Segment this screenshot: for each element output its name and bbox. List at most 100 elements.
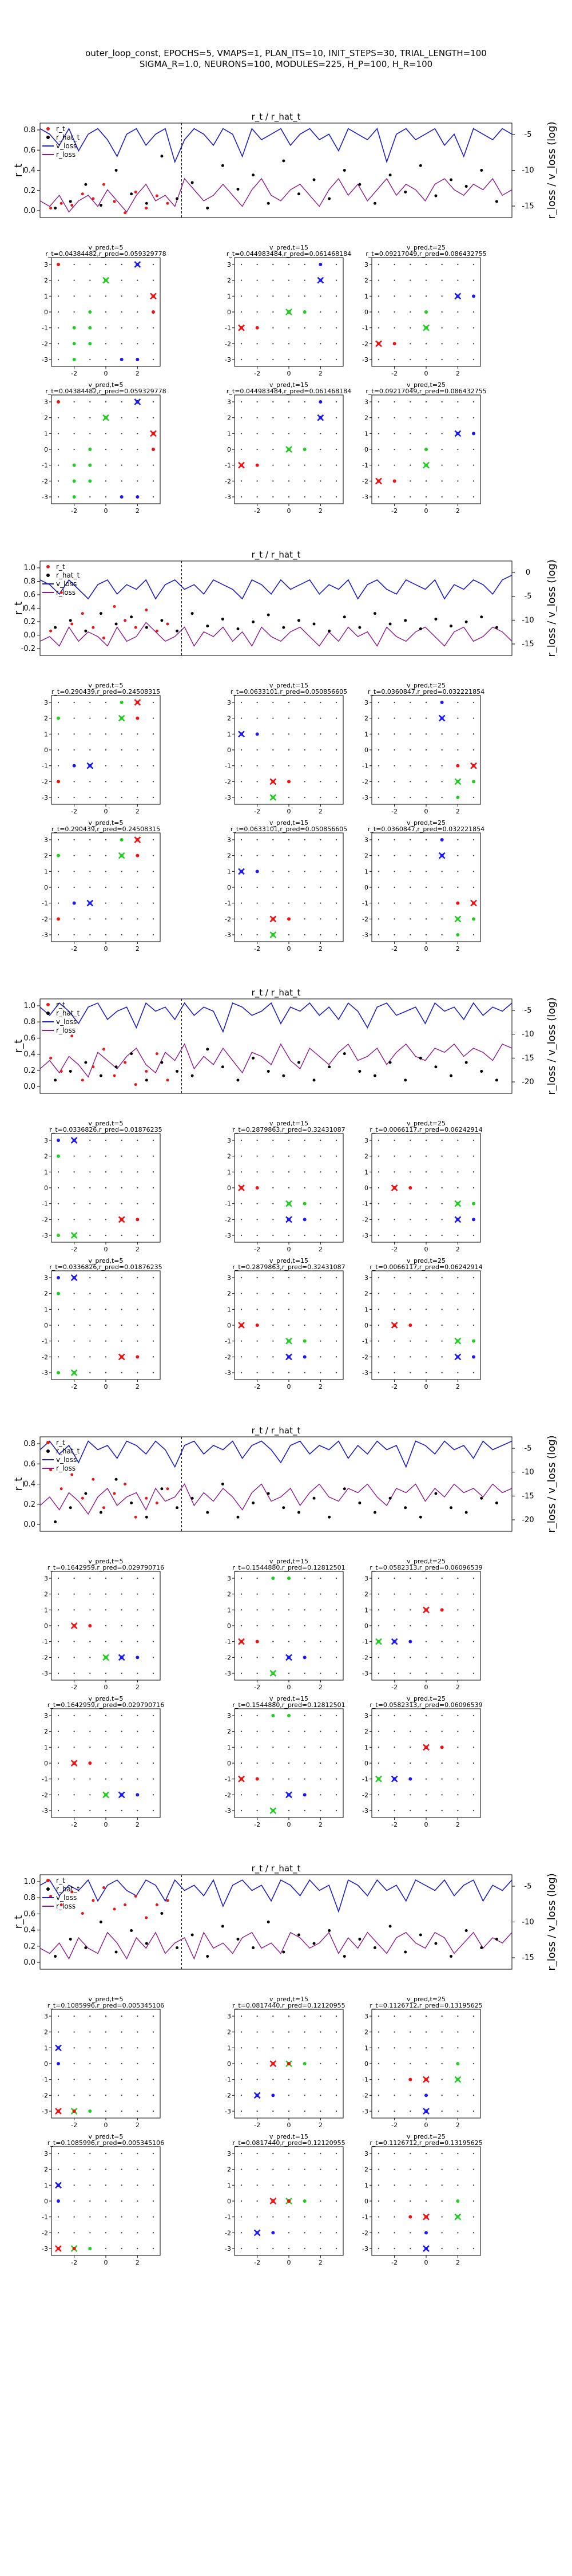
green-point <box>88 342 92 346</box>
legend-entry: v_loss <box>56 1018 77 1026</box>
grid-dot <box>105 1171 107 1173</box>
grid-dot <box>304 263 305 266</box>
grid-y-tick-label: -3 <box>225 794 231 801</box>
grid-y-tick-label: 2 <box>44 715 48 722</box>
grid-y-tick-label: 1 <box>44 868 48 875</box>
grid-dot <box>410 327 411 329</box>
grid-dot <box>410 417 411 418</box>
blue-point <box>440 838 444 841</box>
grid-dot <box>256 480 258 482</box>
grid-dot <box>288 871 290 872</box>
r-hat-point <box>267 1492 270 1495</box>
grid-y-tick-label: -1 <box>362 1638 368 1646</box>
blue-x-marker <box>238 868 245 875</box>
grid-x-tick-label: 2 <box>456 1821 460 1828</box>
grid-dot <box>378 2031 380 2033</box>
grid-label: v_pred,t=15 <box>269 381 308 389</box>
grid-dot <box>378 1714 380 1717</box>
grid-dot <box>410 886 411 888</box>
grid-dot <box>335 1356 337 1358</box>
grid-dot <box>121 2216 122 2218</box>
grid-dot <box>410 701 411 704</box>
grid-x-tick-label: 2 <box>456 1383 460 1390</box>
grid-dot <box>89 733 91 735</box>
grid-dot <box>320 796 321 799</box>
grid-dot <box>73 2063 75 2065</box>
grid-dot <box>73 1171 75 1173</box>
grid-dot <box>410 433 411 434</box>
grid-y-tick-label: -1 <box>42 1776 48 1783</box>
grid-dot <box>320 2095 321 2096</box>
green-point <box>271 1714 275 1717</box>
green-point <box>57 716 60 720</box>
grid-dot <box>394 2200 395 2202</box>
grid-dot <box>378 2216 380 2218</box>
grid-dot <box>152 1277 154 1279</box>
y-tick-label: 0.0 <box>23 1082 35 1091</box>
blue-x-marker <box>134 398 141 405</box>
grid-dot <box>57 1324 59 1326</box>
grid-dot <box>304 886 305 888</box>
grid-dot <box>457 417 459 418</box>
grid-y-tick-label: 3 <box>227 699 231 706</box>
grid-dot <box>320 2031 321 2033</box>
grid-dot <box>57 2095 59 2096</box>
grid-dot <box>240 2152 243 2155</box>
grid-y-tick-label: -2 <box>42 1216 48 1223</box>
grid-dot <box>57 1340 59 1342</box>
grid-panel-r5-c1-s1: v_pred,t=5r_t=0.1085996,r_pred=0.0053451… <box>42 1996 164 2129</box>
grid-dot <box>240 2015 243 2017</box>
grid-dot <box>410 871 411 872</box>
grid-dot <box>288 1139 290 1141</box>
grid-dot <box>152 1324 154 1326</box>
grid-dot <box>57 2079 59 2080</box>
green-point <box>88 479 92 483</box>
r-hat-point <box>434 617 438 621</box>
r-t-point <box>81 1912 84 1915</box>
legend-entry: v_loss <box>56 580 77 588</box>
grid-dot <box>441 327 443 329</box>
grid-dot <box>240 1609 243 1611</box>
grid-dot <box>105 1234 107 1236</box>
grid-dot <box>335 934 337 936</box>
r-t-point <box>49 1895 53 1898</box>
r-t-point <box>49 207 53 210</box>
grid-x-tick-label: -2 <box>391 1246 398 1253</box>
grid-dot <box>425 902 427 904</box>
legend-entry: r_hat_t <box>56 1009 80 1017</box>
grid-dot <box>410 279 411 281</box>
grid-dot <box>441 1778 443 1780</box>
grid-title: r_t=0.0817440,r_pred=0.12120955 <box>232 2139 345 2147</box>
grid-dot <box>410 1340 411 1342</box>
grid-dot <box>57 2168 59 2170</box>
grid-dot <box>335 401 337 403</box>
grid-x-tick-label: -2 <box>71 1246 77 1253</box>
grid-dot <box>121 902 122 904</box>
grid-dot <box>288 1762 290 1764</box>
r-t-point <box>59 202 63 205</box>
grid-dot <box>394 2095 395 2096</box>
grid-dot <box>89 1372 91 1374</box>
grid-label: v_pred,t=25 <box>407 381 446 389</box>
grid-dot <box>57 1577 59 1579</box>
grid-dot <box>272 2031 274 2033</box>
grid-x-tick-label: -2 <box>71 808 77 815</box>
grid-dot <box>105 1219 107 1220</box>
grid-dot <box>320 749 321 751</box>
y-tick-label: 0.2 <box>23 1500 35 1509</box>
grid-dot <box>304 480 305 482</box>
r-hat-point <box>54 207 57 210</box>
grid-dot <box>394 1309 395 1310</box>
grid-dot <box>137 1139 138 1141</box>
grid-dot <box>256 765 258 767</box>
grid-dot <box>240 433 243 434</box>
grid-dot <box>272 1730 274 1732</box>
grid-dot <box>394 796 395 799</box>
green-x-marker <box>285 1200 292 1207</box>
red-point <box>152 448 155 451</box>
grid-dot <box>425 343 427 345</box>
grid-dot <box>152 2095 154 2096</box>
grid-y-tick-label: 0 <box>227 1622 231 1630</box>
grid-dot <box>457 1577 459 1579</box>
y-tick-label: 0.6 <box>23 146 35 155</box>
